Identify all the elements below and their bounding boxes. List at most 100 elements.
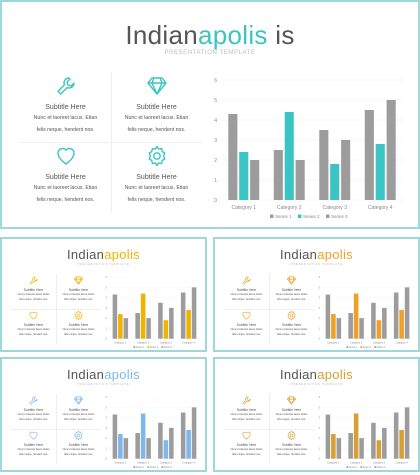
feature-text-line: Nunc et laoreet lacus. Etian xyxy=(62,293,95,296)
feature-item: Subtitle Here Nunc et laoreet lacus. Etia… xyxy=(11,309,56,344)
bar xyxy=(118,314,123,339)
grid-divider xyxy=(56,274,57,344)
legend-swatch xyxy=(133,466,136,468)
y-tick-label: 0 xyxy=(214,198,217,204)
y-tick-label: 5 xyxy=(319,406,321,409)
legend-swatch xyxy=(346,466,349,468)
y-tick-label: 2 xyxy=(214,158,217,164)
legend-label: Series 1 xyxy=(349,347,358,349)
bar xyxy=(163,440,169,459)
x-tick-label: Category 2 xyxy=(137,341,150,344)
y-tick-label: 0 xyxy=(106,458,108,461)
bar xyxy=(364,110,374,200)
legend-swatch xyxy=(298,214,302,218)
feature-item: Subtitle Here Nunc et laoreet lacus. Etia… xyxy=(11,429,56,464)
bar xyxy=(118,434,123,459)
feature-title: Subtitle Here xyxy=(45,174,86,181)
thumbnail-slide-yellow[interactable]: Indianapolis PRESENTATION TEMPLATE Subti… xyxy=(0,237,207,352)
feature-title: Subtitle Here xyxy=(68,288,89,292)
feature-title: Subtitle Here xyxy=(281,408,302,412)
feature-text-line: felis neque, hendent nos. xyxy=(232,297,261,301)
slide-subtitle: PRESENTATION TEMPLATE xyxy=(290,382,343,386)
wrench-icon xyxy=(224,275,269,286)
feature-grid: Subtitle Here Nunc et laoreet lacus. Etia… xyxy=(224,394,314,464)
feature-title: Subtitle Here xyxy=(136,104,177,111)
feature-title: Subtitle Here xyxy=(236,443,257,447)
bar-chart: 0 1 2 3 4 5 6 Category 1 Category 2 Category 3 Cat… xyxy=(207,72,407,224)
x-tick-label: Category 1 xyxy=(327,341,340,344)
feature-text-line: felis neque, hendent nos. xyxy=(64,417,93,421)
y-tick-label: 3 xyxy=(319,427,321,430)
slide-subtitle: PRESENTATION TEMPLATE xyxy=(77,382,130,386)
diamond-icon xyxy=(269,395,314,406)
bar xyxy=(180,292,186,339)
thumbnail-slide-gold[interactable]: Indianapolis PRESENTATION TEMPLATE Subti… xyxy=(213,357,420,472)
feature-text-line: Nunc et laoreet lacus. Etian xyxy=(62,448,95,451)
bar xyxy=(186,429,191,459)
bar xyxy=(228,114,238,200)
x-tick-label: Category 1 xyxy=(327,461,340,464)
x-tick-label: Category 3 xyxy=(160,461,173,464)
y-tick-label: 2 xyxy=(319,437,321,440)
y-tick-label: 4 xyxy=(319,417,321,420)
feature-text-line: Nunc et laoreet lacus. Etian xyxy=(33,115,98,121)
legend-label: Series 3 xyxy=(164,467,173,469)
feature-text-line: felis neque, hendent nos. xyxy=(36,126,95,133)
slide-subtitle: PRESENTATION TEMPLATE xyxy=(290,262,343,266)
main-slide[interactable]: Indianapolis is PRESENTATION TEMPLATE Su… xyxy=(0,0,420,229)
bar xyxy=(191,407,197,459)
feature-grid: Subtitle Here Nunc et laoreet lacus. Etia… xyxy=(224,274,314,344)
feature-text-line: felis neque, hendent nos. xyxy=(19,297,48,301)
x-tick-label: Category 4 xyxy=(368,205,393,211)
y-tick-label: 6 xyxy=(319,396,321,399)
bar xyxy=(382,307,387,339)
y-tick-label: 3 xyxy=(106,427,108,430)
y-tick-label: 3 xyxy=(214,138,217,144)
y-tick-label: 1 xyxy=(214,178,217,184)
feature-item: Subtitle Here Nunc et laoreet lacus. Etia… xyxy=(56,309,101,344)
feature-text-line: felis neque, hendent nos. xyxy=(64,452,93,456)
bar xyxy=(123,318,129,339)
feature-text-line: Nunc et laoreet lacus. Etian xyxy=(17,328,50,331)
bar xyxy=(359,318,364,339)
feature-title: Subtitle Here xyxy=(68,323,89,327)
feature-text-line: felis neque, hendent nos. xyxy=(127,126,186,133)
feature-text-line: Nunc et laoreet lacus. Etian xyxy=(33,185,98,191)
feature-title: Subtitle Here xyxy=(236,408,257,412)
slide-subtitle: PRESENTATION TEMPLATE xyxy=(77,262,130,266)
thumbnail-slide-orange[interactable]: Indianapolis PRESENTATION TEMPLATE Subti… xyxy=(213,237,420,352)
grid-divider xyxy=(111,72,112,212)
feature-item: Subtitle Here Nunc et laoreet lacus. Etia… xyxy=(56,274,101,309)
bar xyxy=(325,294,331,339)
wrench-icon xyxy=(224,395,269,406)
y-tick-label: 6 xyxy=(106,276,108,279)
x-tick-label: Category 3 xyxy=(160,341,173,344)
feature-text-line: Nunc et laoreet lacus. Etian xyxy=(62,413,95,416)
heart-icon xyxy=(11,310,56,321)
legend-swatch xyxy=(374,346,377,348)
legend-label: Series 2 xyxy=(150,467,159,469)
bar xyxy=(123,438,129,459)
legend-swatch xyxy=(147,346,150,348)
legend-swatch xyxy=(133,346,136,348)
bar xyxy=(186,309,191,339)
feature-title: Subtitle Here xyxy=(136,174,177,181)
x-tick-label: Category 4 xyxy=(183,461,196,464)
x-tick-label: Category 1 xyxy=(114,461,127,464)
bar xyxy=(331,314,336,339)
x-tick-label: Category 2 xyxy=(350,341,363,344)
bar xyxy=(376,440,382,459)
y-tick-label: 2 xyxy=(106,317,108,320)
legend-swatch xyxy=(161,346,164,348)
feature-text-line: Nunc et laoreet lacus. Etian xyxy=(230,413,263,416)
feature-text-line: Nunc et laoreet lacus. Etian xyxy=(17,413,50,416)
x-tick-label: Category 1 xyxy=(114,341,127,344)
slide-title: Indianapolis xyxy=(66,247,140,262)
x-tick-label: Category 3 xyxy=(323,205,348,211)
feature-text-line: felis neque, hendent nos. xyxy=(127,196,186,203)
bar xyxy=(250,160,260,200)
heart-icon xyxy=(224,310,269,321)
thumbnail-slide-blue[interactable]: Indianapolis PRESENTATION TEMPLATE Subti… xyxy=(0,357,207,472)
y-tick-label: 5 xyxy=(319,286,321,289)
feature-text-line: Nunc et laoreet lacus. Etian xyxy=(230,328,263,331)
